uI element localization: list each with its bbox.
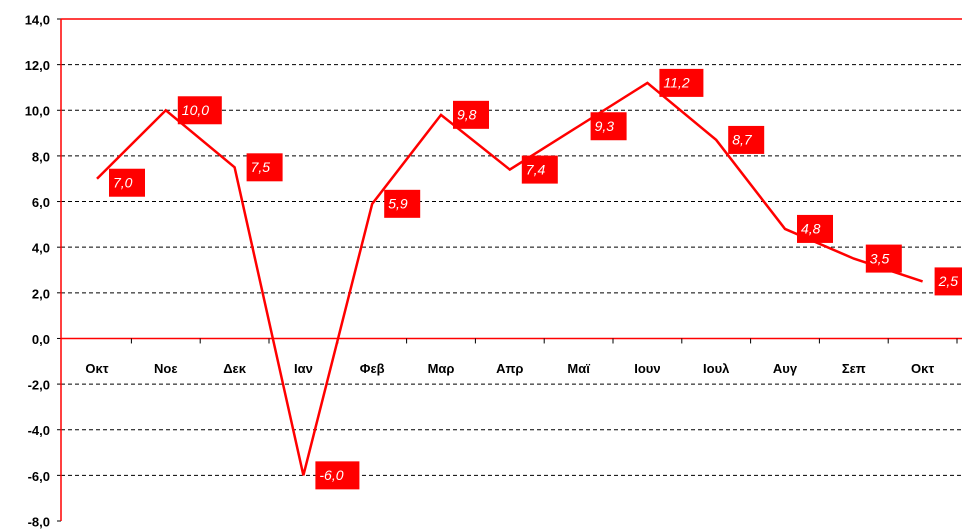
value-label: 10,0 [182, 102, 209, 118]
value-label: 3,5 [870, 250, 890, 266]
x-tick-label: Φεβ [360, 361, 385, 376]
y-tick-label: 12,0 [25, 58, 50, 73]
y-tick-label: -4,0 [28, 423, 50, 438]
y-tick-label: 8,0 [32, 149, 50, 164]
value-label-box [797, 214, 833, 243]
value-label: 9,8 [457, 107, 477, 123]
value-label: -6,0 [319, 467, 343, 483]
x-tick-label: Σεπ [842, 361, 866, 376]
value-label-box [246, 153, 283, 182]
x-tick-label: Δεκ [223, 361, 247, 376]
value-label-box [521, 155, 558, 184]
y-tick-label: 6,0 [32, 195, 50, 210]
value-label-box [315, 461, 360, 490]
y-tick-label: -6,0 [28, 469, 50, 484]
value-label: 7,4 [526, 161, 546, 177]
value-label-box [453, 100, 489, 129]
x-tick-label: Απρ [496, 361, 523, 376]
value-label: 7,0 [113, 174, 133, 190]
value-label: 11,2 [663, 75, 689, 91]
value-label: 7,5 [251, 159, 271, 175]
value-label: 2,5 [938, 273, 959, 289]
x-tick-label: Μαϊ [567, 361, 590, 376]
value-label: 9,3 [595, 118, 615, 134]
value-label-box [865, 244, 902, 273]
y-tick-label: 2,0 [32, 286, 50, 301]
y-tick-label: 0,0 [32, 332, 50, 347]
x-tick-label: Νοε [154, 361, 178, 376]
y-tick-label: -2,0 [28, 378, 50, 393]
value-label-box [384, 189, 421, 218]
value-label: 8,7 [732, 132, 753, 148]
x-tick-label: Μαρ [428, 361, 455, 376]
y-tick-label: 10,0 [25, 104, 50, 119]
line [96, 81, 923, 476]
value-label-box [109, 168, 145, 197]
y-tick-label: 4,0 [32, 241, 50, 256]
value-label-box [659, 68, 704, 97]
value-label: 5,9 [388, 196, 408, 212]
x-tick-label: Οκτ [85, 361, 108, 376]
x-tick-label: Ιουλ [703, 361, 730, 376]
x-tick-label: Αυγ [773, 361, 798, 376]
x-tick-label: Ιαν [294, 361, 313, 376]
x-tick-label: Ιουν [634, 361, 660, 376]
value-label-box [590, 112, 627, 141]
value-label-box [934, 267, 962, 296]
value-label: 4,8 [801, 221, 821, 237]
x-tick-label: Οκτ [911, 361, 934, 376]
y-tick-label: 14,0 [25, 12, 50, 27]
value-label-box [728, 125, 765, 154]
y-tick-label: -8,0 [28, 514, 50, 529]
value-label-box [177, 96, 222, 125]
